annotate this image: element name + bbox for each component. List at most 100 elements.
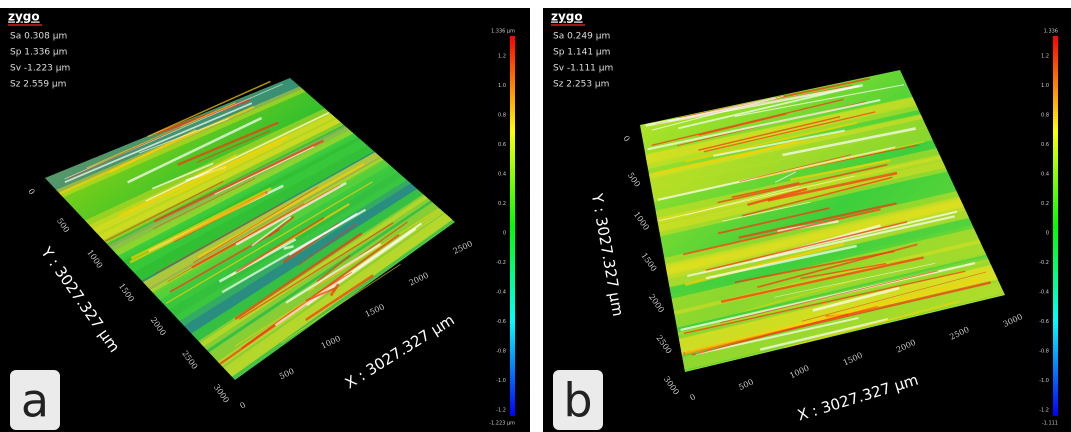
surface-streak [741,176,893,217]
surface-streak [173,142,283,197]
surface-streak [64,102,253,183]
surface-band [665,196,965,276]
surface-streak [717,163,888,204]
surface-streak [731,182,800,199]
surface-band [679,265,998,355]
colorbar-tick-label: 0.2 [498,201,506,207]
colorbar-tick-label: -0.4 [1039,290,1049,296]
surface-streak [305,287,335,302]
colorbar-tick-label: 0.6 [1041,142,1049,148]
panel-label-box [10,370,60,430]
surface-streak [722,201,811,222]
surface-streak [316,254,351,283]
surface-band [92,114,341,240]
surface-band [200,195,431,350]
surface-streak [139,118,230,154]
surface-streak [285,242,382,304]
colorbar-top-label: 1.336 µm [491,29,515,35]
surface-streak [298,223,357,266]
surface-band [648,114,927,189]
surface-streak [196,130,271,163]
surface-streak [152,162,214,190]
surface-streak [682,208,881,256]
colorbar-bottom-label: -1.223 µm [489,421,515,427]
surface-streak [720,256,924,303]
surface-streak [698,115,841,151]
colorbar-tick-label: -0.2 [496,260,506,266]
surface-band [56,86,306,198]
stat: Sa 0.249 µm [553,32,610,42]
colorbar-tick-label: 1.0 [1041,83,1049,89]
colorbar-tick-label: 1.2 [1041,54,1049,60]
surface-streak [118,135,288,218]
stat: Sa 0.308 µm [10,32,67,42]
panel: zygo Sa 0.249 µm Sp 1.141 µm Sv -1.111 µm Sz… [551,10,1058,430]
colorbar-tick-label: 0 [1046,231,1049,237]
x-tick-label: 0 [239,400,247,410]
colorbar-tick-label: 0.6 [498,142,506,148]
surface-streak [195,154,238,177]
surface-streak [312,271,352,297]
colorbar-tick-label: 0.8 [1041,113,1049,119]
stat: Sz 2.253 µm [553,80,609,90]
panel-label-box [553,370,603,430]
colorbar-tick-label: -0.4 [496,290,506,296]
y-tick-label: 0 [621,134,631,143]
colorbar-tick-label: 0 [503,231,506,237]
surface-streak [782,127,916,157]
colorbar-tick-label: 1.2 [498,54,506,60]
surface-streak [86,102,236,169]
surface-streak [64,83,283,180]
surface-band [223,213,453,377]
colorbar-tick-label: -1.2 [1039,408,1049,414]
colorbar-top-label: 1.336 [1044,29,1058,35]
surface-streak [801,271,987,322]
surface-band [658,160,948,237]
colorbar-tick-label: -1.0 [1039,378,1049,384]
colorbar-tick-label: 1.0 [498,83,506,89]
surface-streak [280,263,401,344]
panel-label: b [563,374,592,428]
surface-streak [685,185,800,216]
stat: Sp 1.336 µm [10,48,67,58]
surface-streak [684,277,982,355]
surface-streak [717,207,830,235]
surface-streak [735,140,798,158]
colorbar-tick-label: 0.2 [1041,201,1049,207]
surface-streak [774,263,936,298]
surface-streak [747,187,808,207]
surface-band [678,264,999,356]
surface-streak [197,163,365,259]
surface-streak [683,270,966,334]
surface-streak [234,232,363,320]
surface-band [651,127,933,202]
surface-streak [759,318,889,351]
surface-streak [738,202,897,239]
surface-streak [251,216,291,247]
surface-streak [218,238,297,283]
x-tick-label: 0 [689,392,697,402]
surface-streak [308,208,439,292]
surface-streak [238,222,394,320]
surface-streak [651,98,844,147]
surface-band [664,191,964,275]
surface-streak [739,154,852,182]
surface-streak [104,180,224,242]
surface-streak [153,139,324,223]
colorbar-tick-label: -0.2 [1039,260,1049,266]
colorbar-tick-label: -0.8 [496,349,506,355]
surface-band [208,202,442,365]
surface-streak [757,141,925,179]
surface-streak [155,202,284,274]
logo: zygo [8,10,40,24]
surface-band [646,104,919,169]
surface-streak [130,187,272,260]
panel-label: a [21,374,49,428]
surface-streak [774,171,797,183]
surface-streak [177,121,279,166]
surface-streak [789,159,891,181]
surface-streak [329,283,340,297]
surface-band [220,210,453,377]
surface-streak [235,181,347,246]
